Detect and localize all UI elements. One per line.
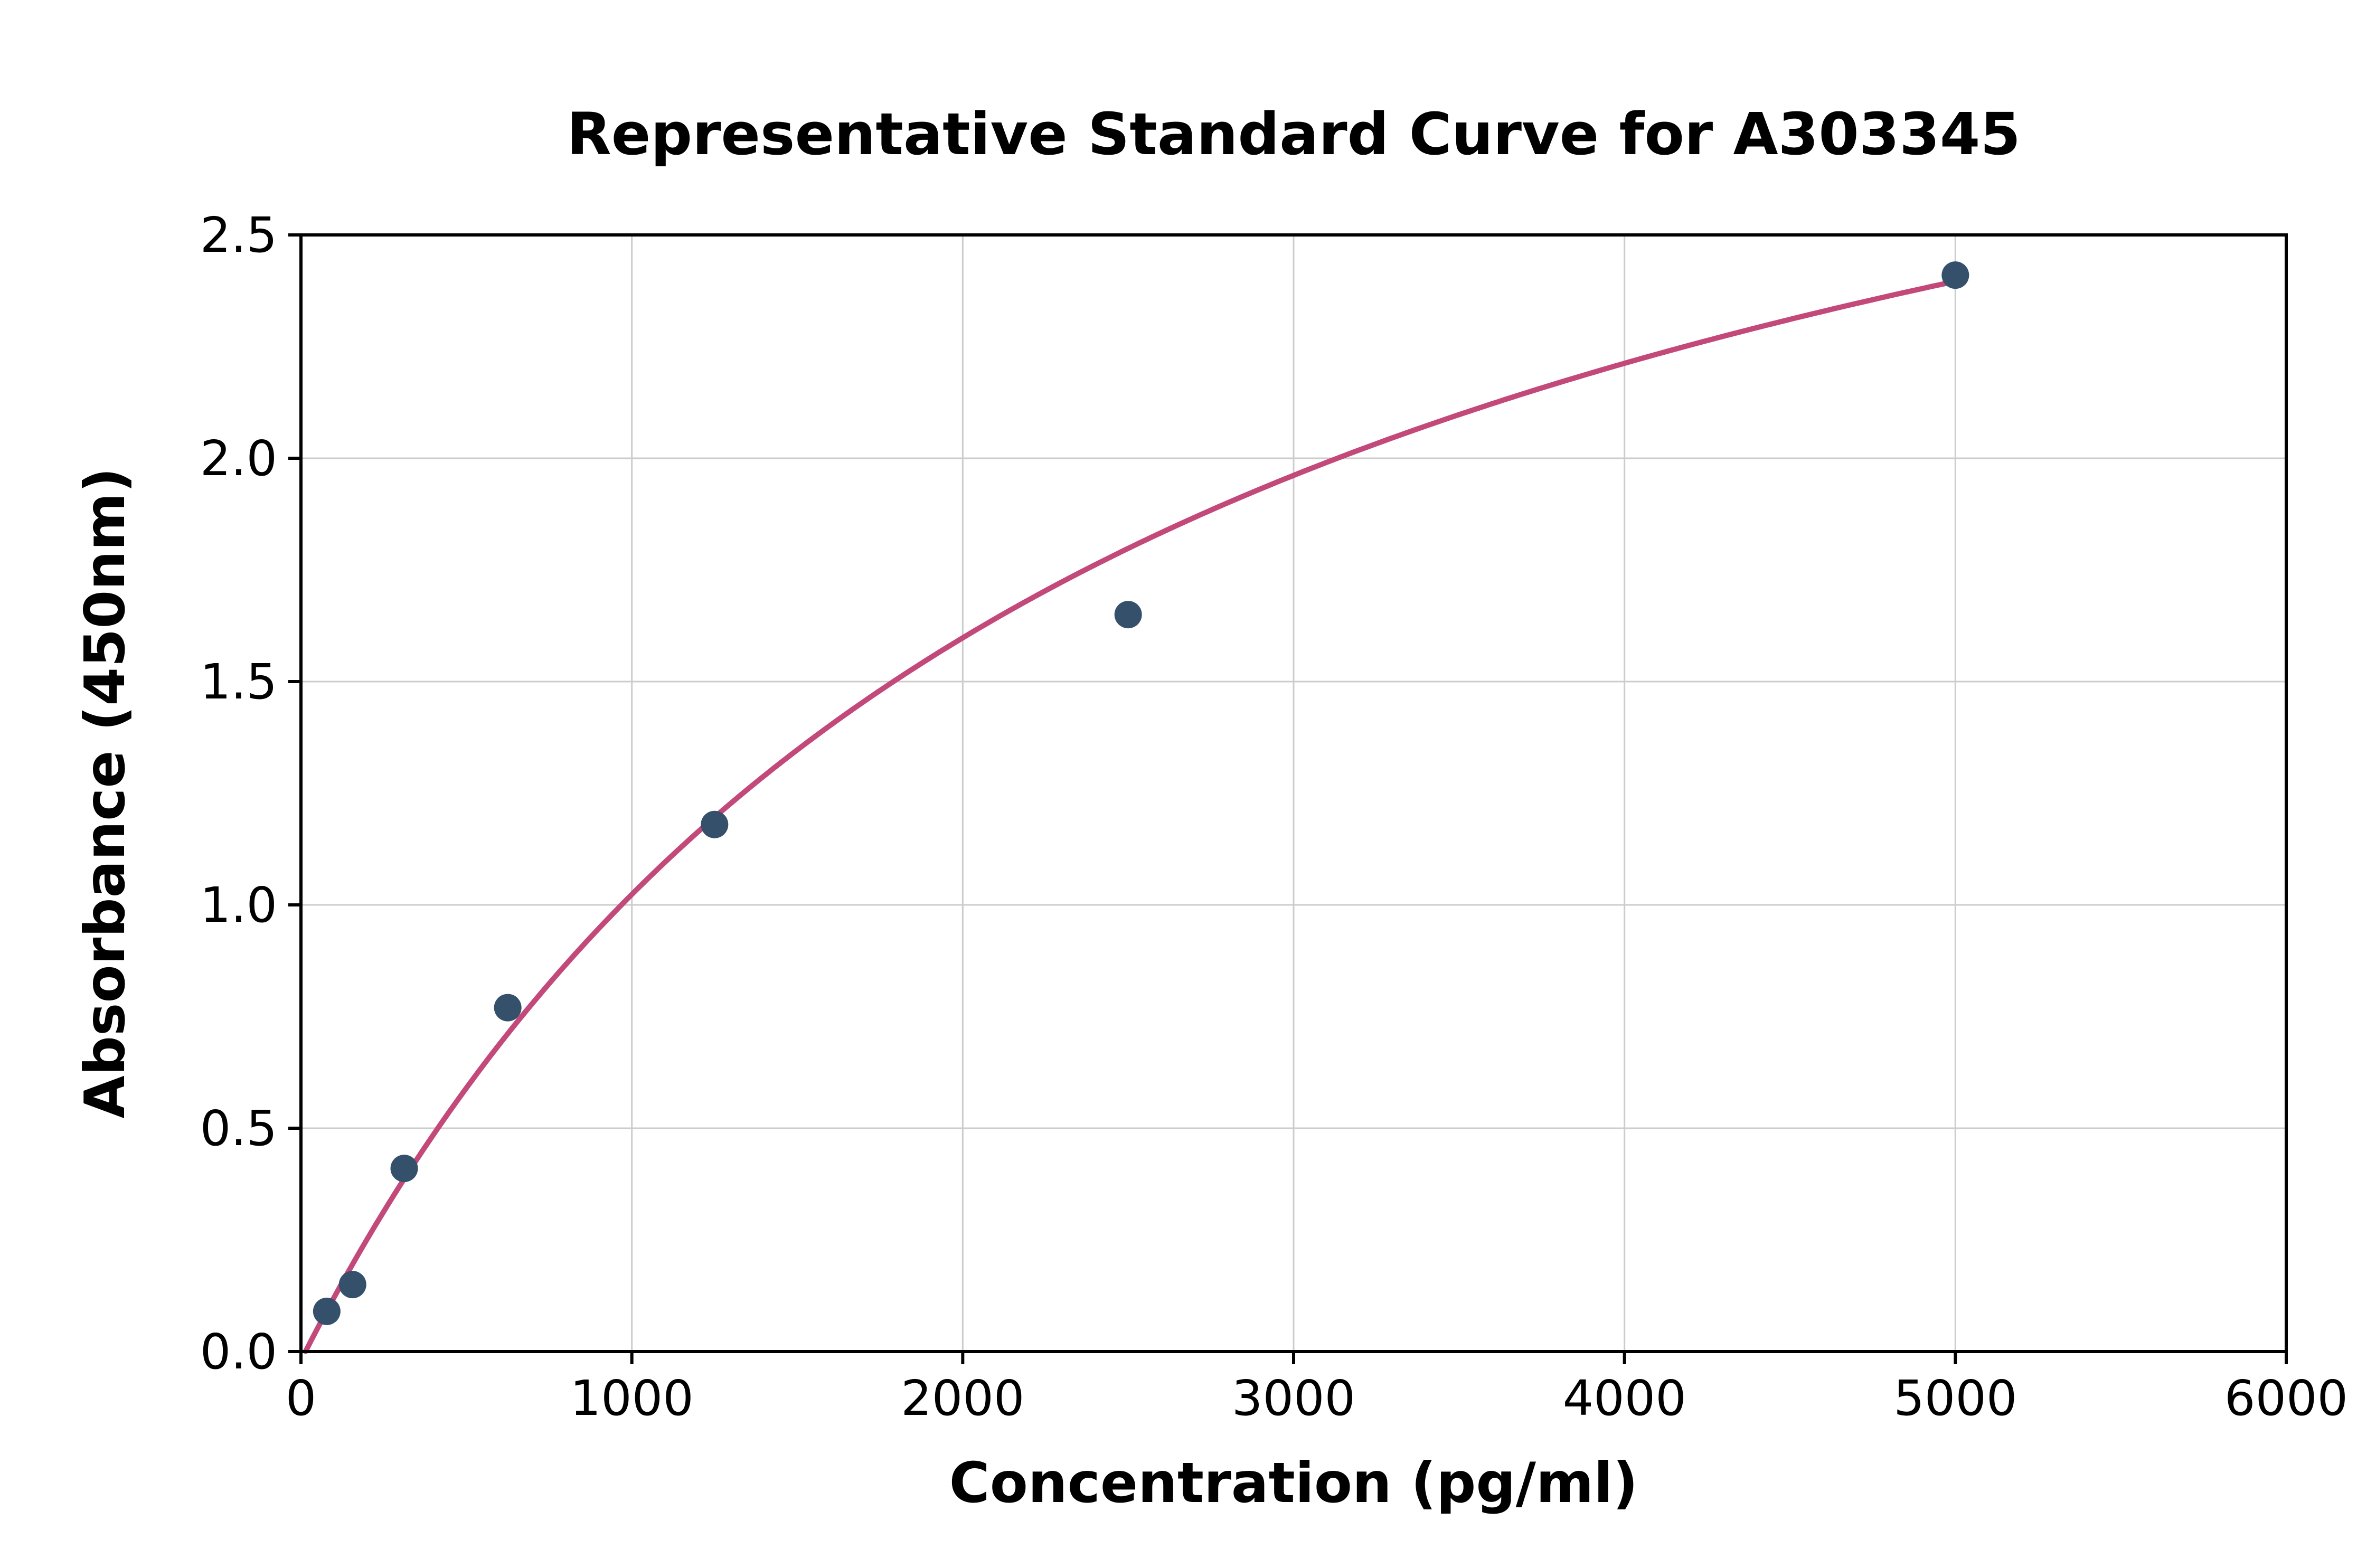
data-point-2 xyxy=(390,1155,418,1183)
x-tick-label-3000: 3000 xyxy=(1232,1370,1355,1427)
data-point-0 xyxy=(313,1297,341,1325)
y-tick-label-1.5: 1.5 xyxy=(200,654,277,710)
x-tick-label-5000: 5000 xyxy=(1893,1370,2017,1427)
y-tick-label-1: 1.0 xyxy=(200,877,277,933)
y-tick-label-0.5: 0.5 xyxy=(200,1100,277,1157)
x-tick-label-1000: 1000 xyxy=(570,1370,694,1427)
data-point-6 xyxy=(1941,261,1969,289)
y-tick-label-2.5: 2.5 xyxy=(200,207,277,263)
data-point-5 xyxy=(1114,601,1142,629)
y-axis-label: Absorbance (450nm) xyxy=(73,468,137,1119)
axis-ticks-layer xyxy=(288,233,2288,1364)
data-points-layer xyxy=(313,261,1969,1325)
plot-border xyxy=(299,233,2288,1353)
x-tick-label-0: 0 xyxy=(286,1370,317,1427)
data-point-4 xyxy=(701,810,729,838)
y-tick-label-2: 2.0 xyxy=(200,430,277,487)
x-tick-label-4000: 4000 xyxy=(1563,1370,1686,1427)
fit-curve-line xyxy=(303,278,1962,1354)
x-axis-label: Concentration (pg/ml) xyxy=(949,1451,1638,1515)
data-point-3 xyxy=(494,994,522,1022)
y-tick-label-0: 0.0 xyxy=(200,1324,277,1380)
chart-title: Representative Standard Curve for A30334… xyxy=(567,100,2021,168)
tick-labels-layer: 0 1000 2000 3000 4000 5000 6000 0.0 0.5 1.0 1.5 2.0… xyxy=(200,207,2348,1427)
x-tick-label-2000: 2000 xyxy=(901,1370,1024,1427)
fit-curve-layer xyxy=(303,278,1962,1354)
data-point-1 xyxy=(338,1271,366,1299)
x-tick-label-6000: 6000 xyxy=(2224,1370,2348,1427)
